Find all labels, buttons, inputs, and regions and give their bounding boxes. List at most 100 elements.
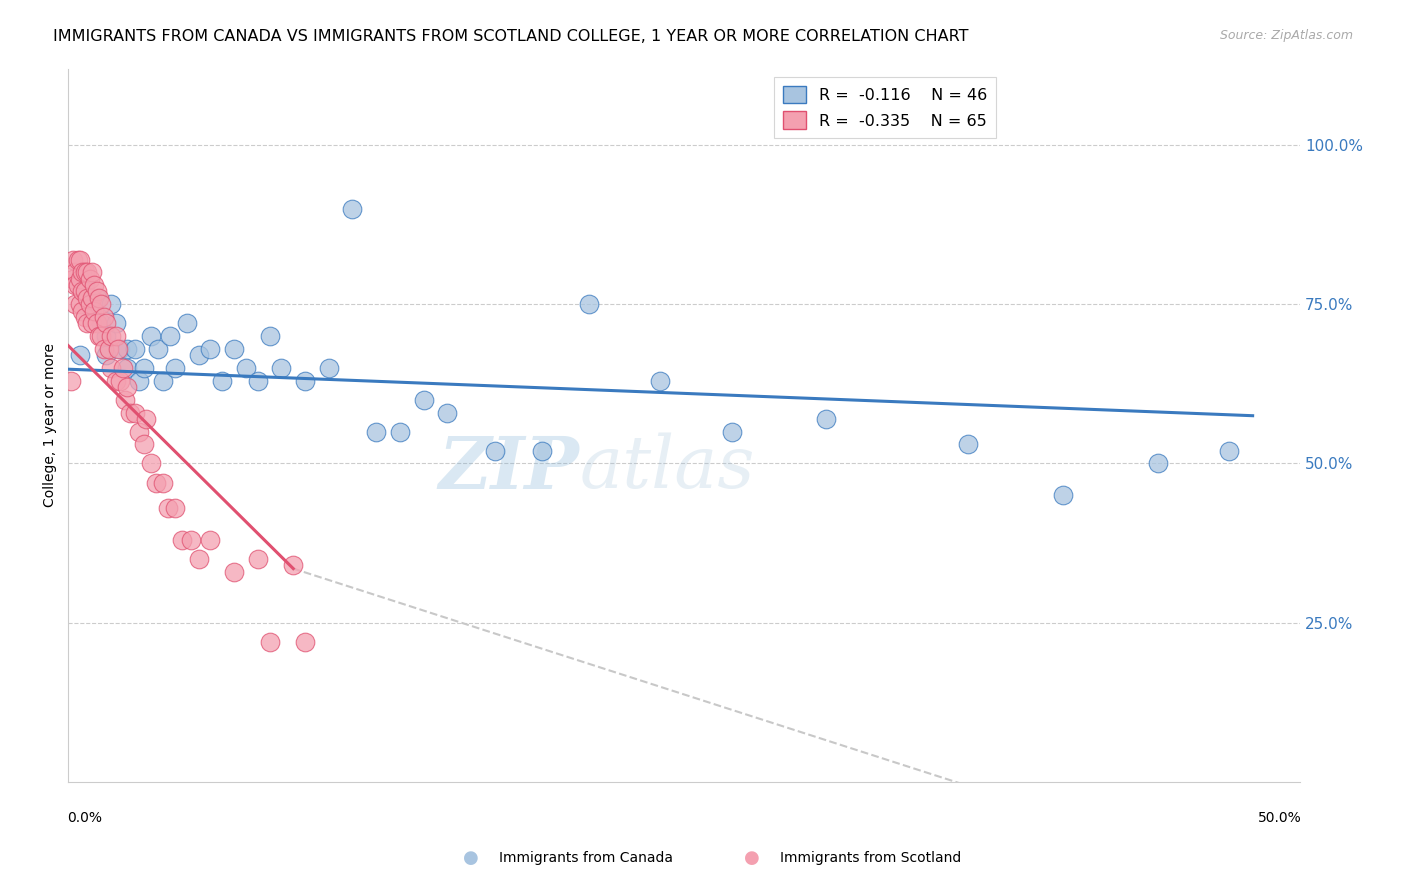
Point bbox=[69, 271, 91, 285]
Point bbox=[90, 297, 112, 311]
Point bbox=[100, 297, 122, 311]
Point bbox=[87, 329, 110, 343]
Point bbox=[79, 297, 101, 311]
Point bbox=[94, 329, 117, 343]
Point bbox=[132, 360, 155, 375]
Point bbox=[135, 412, 157, 426]
Point bbox=[93, 310, 115, 324]
Point bbox=[62, 271, 84, 285]
Point bbox=[69, 348, 91, 362]
Legend: R =  -0.116    N = 46, R =  -0.335    N = 65: R = -0.116 N = 46, R = -0.335 N = 65 bbox=[773, 77, 997, 138]
Text: 50.0%: 50.0% bbox=[1257, 811, 1301, 824]
Point bbox=[152, 374, 174, 388]
Point bbox=[1052, 488, 1074, 502]
Point bbox=[100, 360, 122, 375]
Point bbox=[76, 316, 98, 330]
Point bbox=[650, 374, 672, 388]
Point bbox=[159, 329, 181, 343]
Point bbox=[87, 291, 110, 305]
Point bbox=[100, 329, 122, 343]
Point bbox=[187, 348, 209, 362]
Point bbox=[318, 360, 340, 375]
Point bbox=[73, 285, 96, 299]
Text: Immigrants from Scotland: Immigrants from Scotland bbox=[780, 851, 962, 865]
Point bbox=[59, 374, 82, 388]
Point bbox=[66, 278, 89, 293]
Point bbox=[83, 303, 105, 318]
Point bbox=[114, 392, 136, 407]
Point bbox=[62, 252, 84, 267]
Point bbox=[163, 501, 186, 516]
Point bbox=[412, 392, 434, 407]
Point bbox=[270, 360, 292, 375]
Point bbox=[73, 265, 96, 279]
Point bbox=[107, 342, 129, 356]
Point bbox=[73, 310, 96, 324]
Point bbox=[117, 360, 139, 375]
Point bbox=[222, 565, 245, 579]
Point bbox=[111, 360, 134, 375]
Point bbox=[117, 342, 139, 356]
Point bbox=[815, 412, 838, 426]
Point bbox=[90, 329, 112, 343]
Point bbox=[180, 533, 202, 547]
Point bbox=[104, 329, 127, 343]
Point bbox=[342, 202, 364, 216]
Point bbox=[246, 552, 269, 566]
Point bbox=[94, 348, 117, 362]
Point bbox=[97, 342, 120, 356]
Point bbox=[436, 405, 458, 419]
Point bbox=[124, 405, 146, 419]
Point bbox=[187, 552, 209, 566]
Point bbox=[72, 265, 94, 279]
Point bbox=[128, 425, 150, 439]
Point bbox=[117, 380, 139, 394]
Point bbox=[170, 533, 193, 547]
Point bbox=[176, 316, 198, 330]
Point bbox=[211, 374, 233, 388]
Point bbox=[72, 303, 94, 318]
Point bbox=[80, 265, 103, 279]
Point bbox=[80, 316, 103, 330]
Point bbox=[283, 558, 305, 573]
Point bbox=[80, 291, 103, 305]
Text: Immigrants from Canada: Immigrants from Canada bbox=[499, 851, 673, 865]
Point bbox=[222, 342, 245, 356]
Text: atlas: atlas bbox=[579, 433, 755, 503]
Point bbox=[578, 297, 600, 311]
Point bbox=[94, 316, 117, 330]
Point bbox=[83, 278, 105, 293]
Text: ●: ● bbox=[744, 849, 761, 867]
Point bbox=[148, 342, 170, 356]
Point bbox=[720, 425, 742, 439]
Point bbox=[86, 285, 108, 299]
Point bbox=[294, 374, 316, 388]
Point bbox=[124, 342, 146, 356]
Point bbox=[66, 252, 89, 267]
Point bbox=[139, 457, 162, 471]
Point bbox=[294, 635, 316, 649]
Y-axis label: College, 1 year or more: College, 1 year or more bbox=[44, 343, 58, 508]
Point bbox=[104, 374, 127, 388]
Point bbox=[110, 342, 132, 356]
Point bbox=[86, 316, 108, 330]
Point bbox=[259, 635, 281, 649]
Text: Source: ZipAtlas.com: Source: ZipAtlas.com bbox=[1219, 29, 1353, 42]
Point bbox=[200, 533, 222, 547]
Point bbox=[118, 405, 141, 419]
Point bbox=[76, 291, 98, 305]
Point bbox=[1218, 443, 1240, 458]
Point bbox=[93, 342, 115, 356]
Text: 0.0%: 0.0% bbox=[67, 811, 103, 824]
Point bbox=[246, 374, 269, 388]
Point bbox=[388, 425, 411, 439]
Point bbox=[86, 291, 108, 305]
Point bbox=[90, 316, 112, 330]
Point bbox=[65, 265, 87, 279]
Point bbox=[156, 501, 179, 516]
Point bbox=[132, 437, 155, 451]
Point bbox=[957, 437, 980, 451]
Point bbox=[152, 475, 174, 490]
Point bbox=[235, 360, 257, 375]
Text: ZIP: ZIP bbox=[439, 433, 579, 504]
